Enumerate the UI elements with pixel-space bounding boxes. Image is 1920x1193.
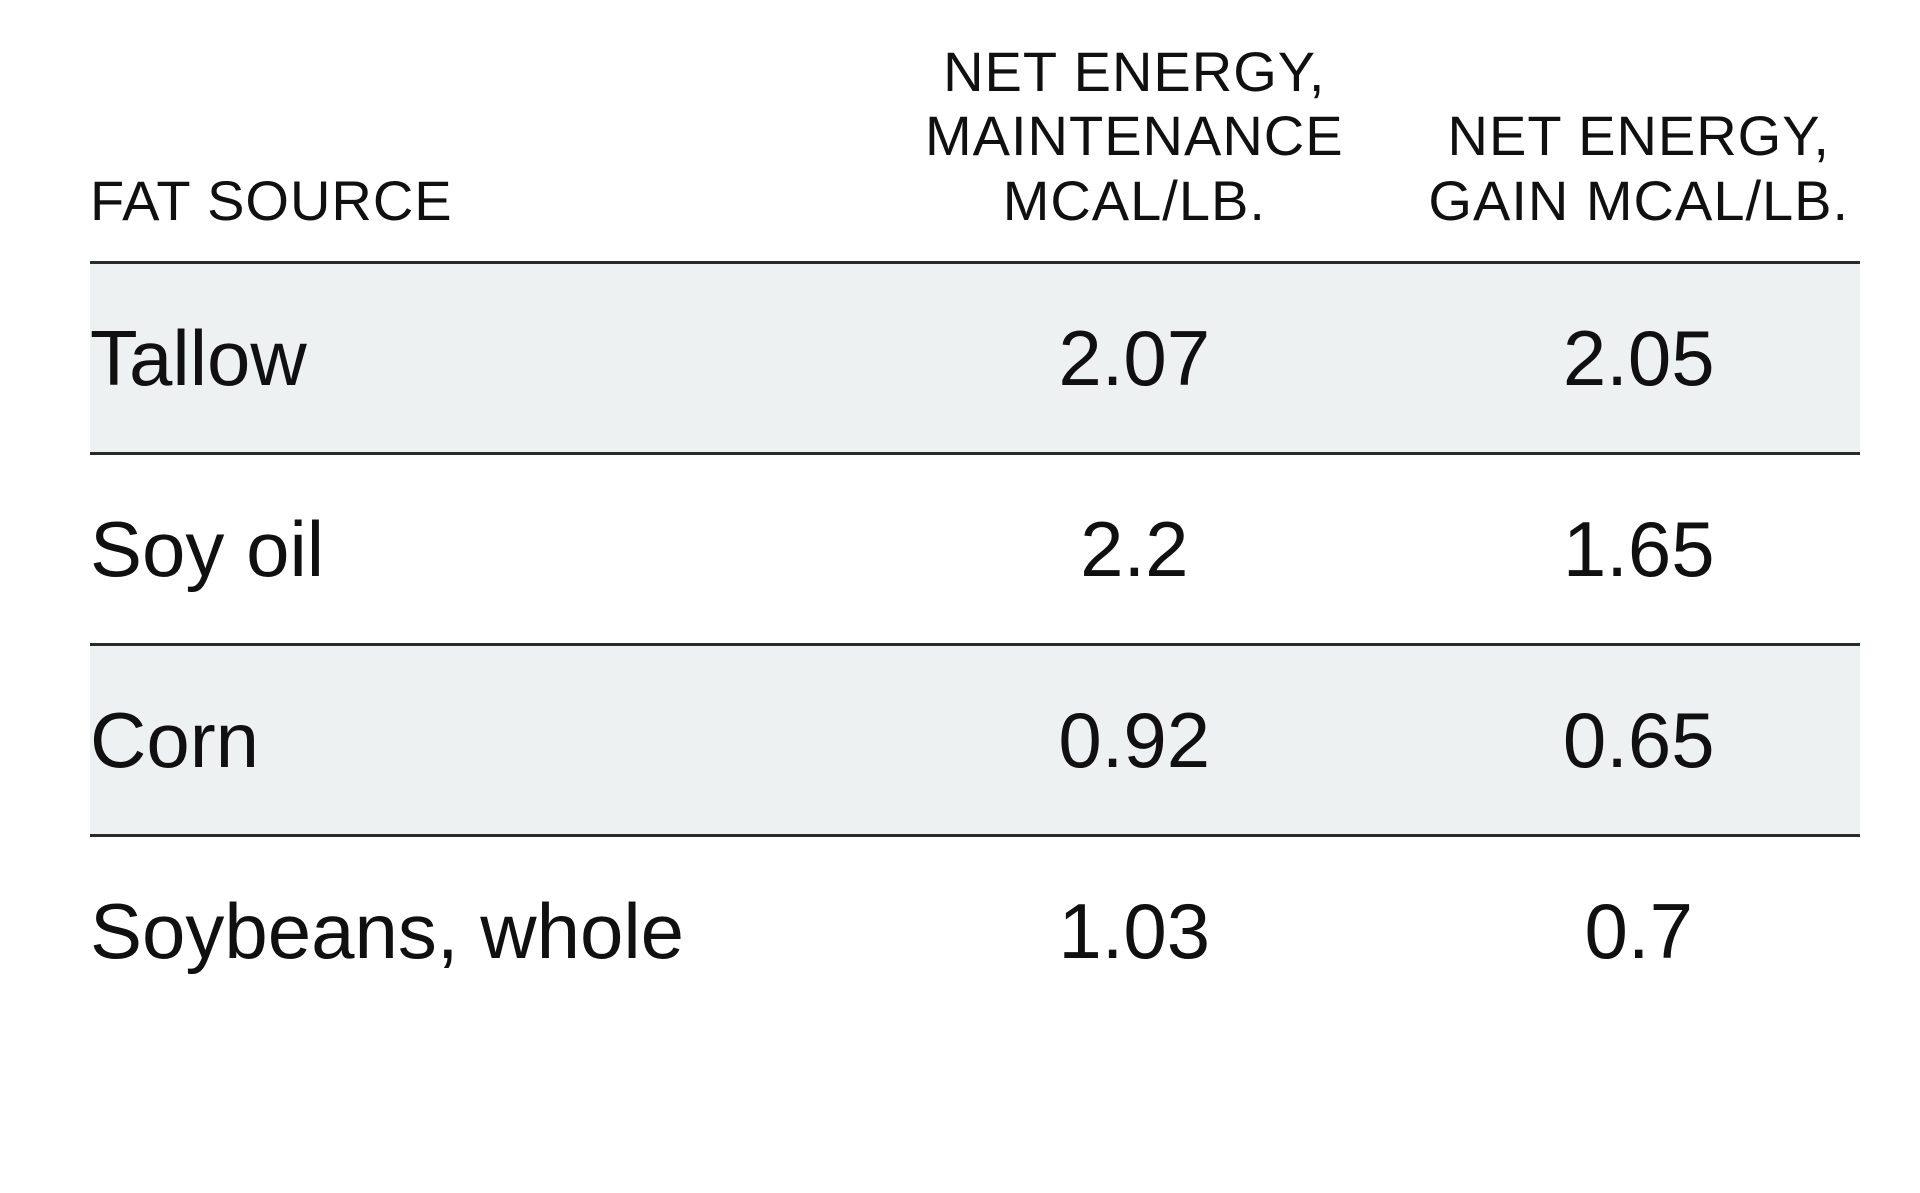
- cell-fat-source: Soy oil: [90, 454, 851, 645]
- table-row: Corn 0.92 0.65: [90, 645, 1860, 836]
- table-row: Tallow 2.07 2.05: [90, 263, 1860, 454]
- table-container: FAT SOURCE NET ENERGY, MAINTENANCE MCAL/…: [0, 0, 1920, 1193]
- cell-fat-source: Tallow: [90, 263, 851, 454]
- table-row: Soybeans, whole 1.03 0.7: [90, 836, 1860, 1026]
- header-line: MCAL/LB.: [851, 169, 1417, 233]
- table-row: Soy oil 2.2 1.65: [90, 454, 1860, 645]
- cell-gain: 0.7: [1417, 836, 1860, 1026]
- col-header-maintenance: NET ENERGY, MAINTENANCE MCAL/LB.: [851, 40, 1417, 263]
- fat-source-table: FAT SOURCE NET ENERGY, MAINTENANCE MCAL/…: [90, 40, 1860, 1025]
- header-line: MAINTENANCE: [851, 104, 1417, 168]
- header-line: GAIN MCAL/LB.: [1417, 169, 1860, 233]
- cell-gain: 1.65: [1417, 454, 1860, 645]
- table-header-row: FAT SOURCE NET ENERGY, MAINTENANCE MCAL/…: [90, 40, 1860, 263]
- cell-fat-source: Corn: [90, 645, 851, 836]
- table-header: FAT SOURCE NET ENERGY, MAINTENANCE MCAL/…: [90, 40, 1860, 263]
- header-line: FAT SOURCE: [90, 169, 851, 233]
- table-body: Tallow 2.07 2.05 Soy oil 2.2 1.65 Corn 0…: [90, 263, 1860, 1026]
- header-line: NET ENERGY,: [851, 40, 1417, 104]
- col-header-gain: NET ENERGY, GAIN MCAL/LB.: [1417, 40, 1860, 263]
- header-line: NET ENERGY,: [1417, 104, 1860, 168]
- cell-maintenance: 1.03: [851, 836, 1417, 1026]
- cell-maintenance: 2.07: [851, 263, 1417, 454]
- cell-fat-source: Soybeans, whole: [90, 836, 851, 1026]
- cell-maintenance: 0.92: [851, 645, 1417, 836]
- col-header-fat-source: FAT SOURCE: [90, 40, 851, 263]
- cell-maintenance: 2.2: [851, 454, 1417, 645]
- cell-gain: 2.05: [1417, 263, 1860, 454]
- cell-gain: 0.65: [1417, 645, 1860, 836]
